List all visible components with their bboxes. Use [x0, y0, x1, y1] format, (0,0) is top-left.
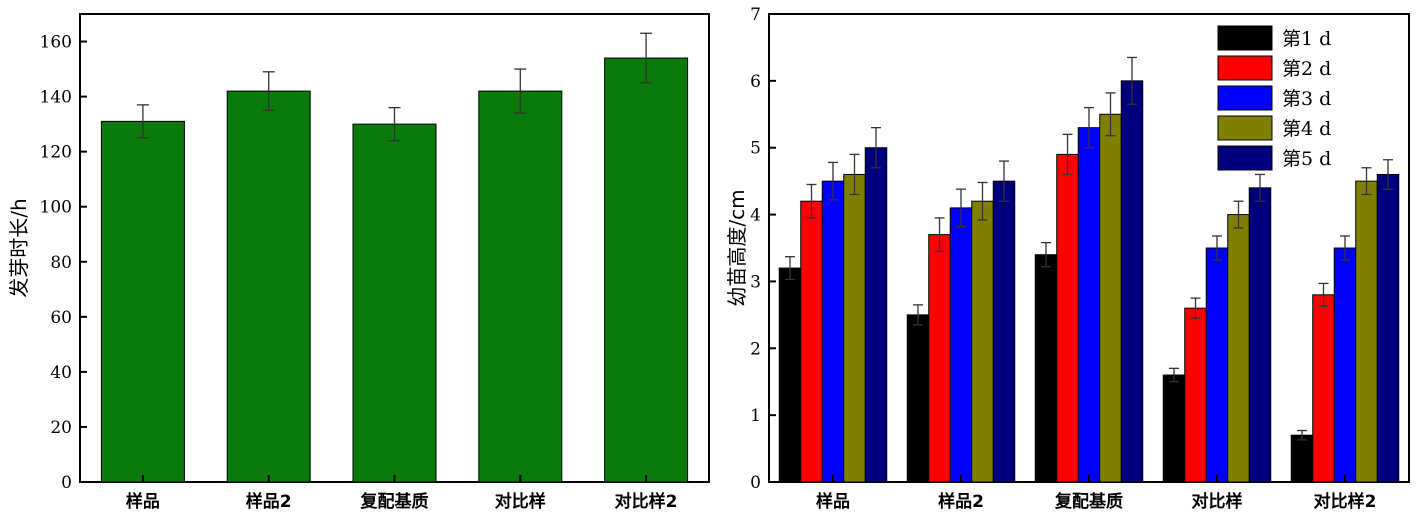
bar — [1355, 180, 1378, 483]
bar — [100, 120, 185, 483]
bar — [1120, 80, 1144, 483]
bar — [821, 180, 845, 483]
legend-label: 第3 d — [1282, 88, 1331, 110]
y-tick-label: 6 — [750, 72, 761, 92]
y-axis-label: 幼苗高度/cm — [725, 189, 749, 306]
y-tick-label: 4 — [750, 206, 761, 226]
bars — [778, 56, 1400, 483]
bars — [100, 32, 689, 483]
y-tick-label: 80 — [50, 253, 72, 273]
x-axis-tick-labels: 样品 样品2 复配基质 对比样 对比样2 — [816, 475, 1376, 512]
legend-swatch — [1217, 85, 1273, 111]
legend-label: 第2 d — [1282, 58, 1331, 80]
y-tick-label: 40 — [50, 363, 72, 383]
legend-label: 第5 d — [1282, 148, 1331, 170]
legend: 第1 d 第2 d 第3 d 第4 d 第5 d — [1217, 25, 1331, 171]
y-axis-ticks: 0 1 2 3 4 5 6 7 — [750, 5, 776, 493]
bar — [928, 234, 951, 483]
x-tick-label: 样品2 — [938, 491, 984, 512]
bar — [226, 90, 311, 483]
x-tick-label: 复配基质 — [1054, 491, 1123, 512]
bar — [1056, 153, 1079, 483]
y-tick-label: 3 — [750, 272, 761, 292]
y-tick-label: 60 — [50, 308, 72, 328]
y-tick-label: 1 — [750, 406, 761, 426]
bar — [778, 267, 802, 483]
x-tick-label: 样品 — [126, 491, 160, 512]
legend-swatch — [1217, 145, 1273, 171]
germination-time-chart: 发芽时长/h 0 20 40 60 80 100 120 140 160 样品 样品2 复配基质 对比… — [7, 13, 710, 512]
x-tick-label: 对比样2 — [615, 491, 678, 512]
y-tick-label: 140 — [40, 88, 72, 108]
legend-swatch — [1217, 55, 1273, 81]
bar — [1205, 247, 1229, 483]
bar — [1162, 374, 1186, 483]
bar — [478, 90, 563, 483]
bar — [1248, 187, 1272, 483]
legend-swatch — [1217, 25, 1273, 51]
y-tick-label: 7 — [750, 5, 761, 25]
y-tick-label: 2 — [750, 339, 761, 359]
bar — [1290, 434, 1314, 483]
y-tick-label: 100 — [40, 198, 72, 218]
y-tick-label: 0 — [61, 473, 72, 493]
bar — [1077, 127, 1101, 483]
bar — [864, 147, 888, 483]
bar — [906, 314, 930, 483]
bar — [843, 173, 866, 483]
y-axis-label: 发芽时长/h — [7, 198, 31, 297]
x-axis-tick-labels: 样品 样品2 复配基质 对比样 对比样2 — [126, 475, 678, 512]
x-tick-label: 对比样 — [495, 491, 546, 512]
x-tick-label: 样品 — [816, 491, 850, 512]
y-tick-label: 160 — [40, 33, 72, 53]
seedling-height-chart: 幼苗高度/cm 0 1 2 3 4 5 6 7 样品 样品2 复配基质 对比样 对比样2 第1 d 第2… — [725, 5, 1410, 512]
bar — [1312, 294, 1335, 483]
bar — [1227, 214, 1250, 483]
bar — [1376, 173, 1400, 483]
x-tick-label: 复配基质 — [360, 491, 429, 512]
bar — [1333, 247, 1357, 483]
bar — [992, 180, 1016, 483]
y-axis-ticks: 0 20 40 60 80 100 120 140 160 — [40, 33, 87, 493]
legend-label: 第4 d — [1282, 118, 1331, 140]
x-tick-label: 样品2 — [246, 491, 292, 512]
y-tick-label: 20 — [50, 418, 72, 438]
bar — [800, 200, 823, 483]
bar — [1099, 113, 1122, 483]
bar — [604, 57, 689, 483]
bar — [971, 200, 994, 483]
y-tick-label: 120 — [40, 143, 72, 163]
legend-label: 第1 d — [1282, 28, 1331, 50]
bar — [1184, 307, 1207, 483]
legend-swatch — [1217, 115, 1273, 141]
x-tick-label: 对比样2 — [1314, 491, 1377, 512]
y-tick-label: 0 — [750, 473, 761, 493]
bar — [1034, 254, 1058, 483]
x-tick-label: 对比样 — [1192, 491, 1243, 512]
bar — [949, 207, 973, 483]
bar — [352, 123, 437, 483]
y-tick-label: 5 — [750, 139, 761, 159]
